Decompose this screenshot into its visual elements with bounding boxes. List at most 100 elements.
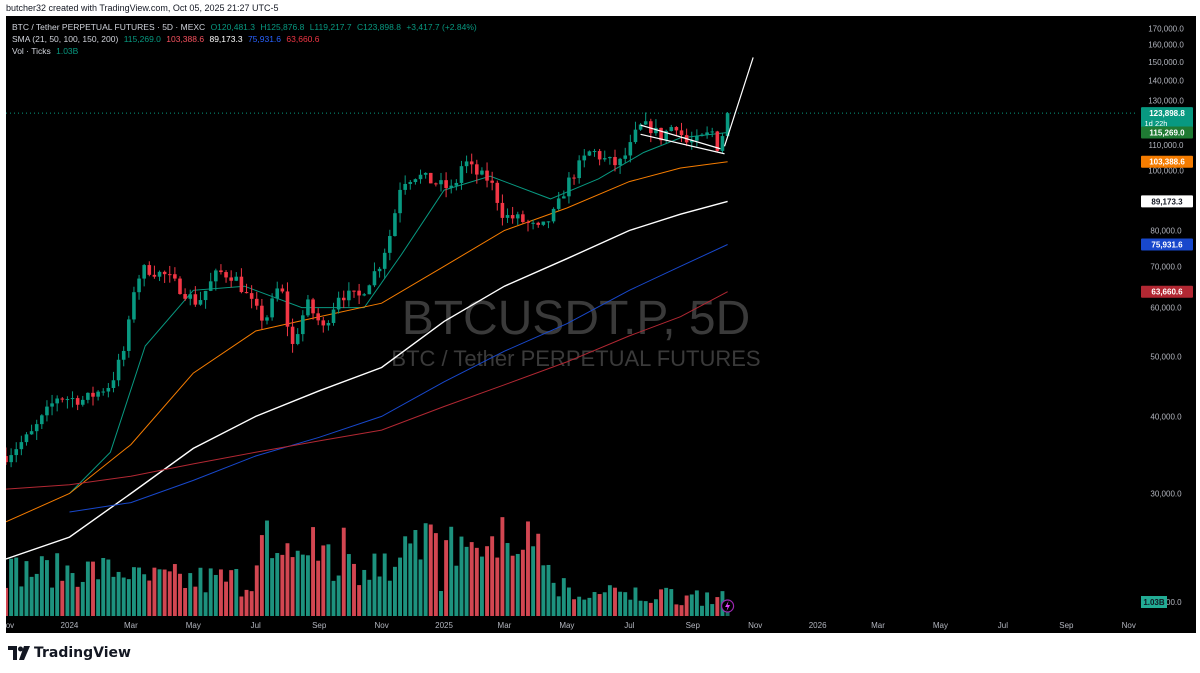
- candle-body[interactable]: [75, 398, 80, 405]
- candle-body[interactable]: [331, 309, 336, 323]
- candle-body[interactable]: [162, 271, 167, 275]
- candle-body[interactable]: [106, 387, 111, 392]
- candle-body[interactable]: [352, 290, 356, 292]
- candle-body[interactable]: [224, 272, 228, 278]
- candle-body[interactable]: [91, 392, 95, 397]
- candle-body[interactable]: [541, 221, 546, 225]
- candle-body[interactable]: [167, 274, 172, 276]
- candle-body[interactable]: [203, 290, 208, 301]
- candle-body[interactable]: [439, 180, 443, 185]
- legend-symbol[interactable]: BTC / Tether PERPETUAL FUTURES · 5D · ME…: [12, 22, 206, 32]
- candle-body[interactable]: [413, 179, 418, 183]
- candle-body[interactable]: [577, 160, 581, 179]
- projection-line[interactable]: [723, 57, 754, 147]
- candle-body[interactable]: [147, 265, 152, 275]
- candle-body[interactable]: [705, 132, 709, 135]
- candle-body[interactable]: [664, 131, 668, 141]
- candle-body[interactable]: [398, 189, 402, 214]
- candle-body[interactable]: [459, 166, 464, 183]
- candle-body[interactable]: [649, 121, 653, 134]
- candle-body[interactable]: [679, 130, 684, 136]
- candle-body[interactable]: [480, 170, 484, 175]
- bull-flag-top-line[interactable]: [640, 124, 721, 150]
- candle-body[interactable]: [96, 391, 100, 397]
- candle-body[interactable]: [275, 288, 280, 299]
- candle-body[interactable]: [444, 180, 448, 189]
- candle-body[interactable]: [475, 164, 479, 175]
- candle-body[interactable]: [229, 277, 233, 281]
- candle-body[interactable]: [306, 299, 310, 316]
- candle-body[interactable]: [214, 270, 218, 282]
- candle-body[interactable]: [270, 298, 274, 318]
- candle-body[interactable]: [715, 131, 720, 151]
- candle-body[interactable]: [101, 391, 106, 393]
- candle-body[interactable]: [485, 170, 489, 181]
- candle-body[interactable]: [86, 392, 90, 400]
- candlesticks[interactable]: [6, 111, 730, 468]
- candle-body[interactable]: [408, 182, 413, 184]
- candle-body[interactable]: [121, 350, 126, 360]
- candle-body[interactable]: [290, 326, 295, 344]
- lightning-icon[interactable]: [720, 599, 735, 613]
- candle-body[interactable]: [14, 449, 19, 456]
- candle-body[interactable]: [526, 221, 530, 223]
- candle-body[interactable]: [638, 124, 643, 130]
- candle-body[interactable]: [29, 431, 34, 435]
- candle-body[interactable]: [152, 274, 157, 277]
- candle-body[interactable]: [643, 121, 648, 125]
- candle-body[interactable]: [464, 161, 469, 167]
- candle-body[interactable]: [326, 322, 331, 326]
- candle-body[interactable]: [633, 129, 638, 143]
- candle-body[interactable]: [341, 297, 346, 301]
- candle-body[interactable]: [45, 406, 49, 416]
- candle-body[interactable]: [618, 158, 622, 166]
- candle-body[interactable]: [316, 313, 320, 321]
- candle-body[interactable]: [602, 158, 607, 160]
- candle-body[interactable]: [725, 113, 730, 137]
- price-chart[interactable]: BTCUSDT.P, 5D BTC / Tether PERPETUAL FUT…: [6, 16, 1196, 633]
- candle-body[interactable]: [70, 398, 75, 400]
- candle-body[interactable]: [689, 140, 694, 143]
- candle-body[interactable]: [301, 315, 305, 335]
- legend-sma-label[interactable]: SMA (21, 50, 100, 150, 200): [12, 34, 119, 44]
- candle-body[interactable]: [336, 297, 341, 310]
- candle-body[interactable]: [597, 151, 602, 160]
- candle-body[interactable]: [434, 183, 438, 185]
- candle-body[interactable]: [178, 278, 182, 295]
- candle-body[interactable]: [393, 213, 397, 237]
- candle-body[interactable]: [24, 434, 29, 443]
- candle-body[interactable]: [628, 142, 633, 156]
- candle-body[interactable]: [372, 271, 377, 286]
- candle-body[interactable]: [80, 399, 85, 405]
- candle-body[interactable]: [280, 288, 285, 292]
- candle-body[interactable]: [357, 290, 361, 296]
- candle-body[interactable]: [505, 215, 510, 218]
- candle-body[interactable]: [19, 442, 24, 450]
- candle-body[interactable]: [623, 155, 628, 159]
- tradingview-logo[interactable]: TradingView: [8, 645, 131, 661]
- candle-body[interactable]: [116, 359, 121, 381]
- candle-body[interactable]: [132, 292, 136, 320]
- candle-body[interactable]: [137, 278, 141, 293]
- candle-body[interactable]: [173, 274, 177, 279]
- candle-body[interactable]: [50, 403, 54, 407]
- candle-body[interactable]: [127, 319, 131, 351]
- candle-body[interactable]: [367, 285, 372, 295]
- candle-body[interactable]: [510, 215, 515, 219]
- candle-body[interactable]: [285, 291, 290, 327]
- candle-body[interactable]: [449, 185, 454, 189]
- candle-body[interactable]: [500, 202, 505, 218]
- candle-body[interactable]: [567, 177, 571, 197]
- candle-body[interactable]: [654, 127, 658, 134]
- candle-body[interactable]: [531, 222, 535, 224]
- candle-body[interactable]: [710, 131, 715, 133]
- candle-body[interactable]: [234, 276, 239, 281]
- candle-body[interactable]: [587, 151, 592, 156]
- candle-body[interactable]: [239, 276, 244, 293]
- candle-body[interactable]: [260, 305, 264, 321]
- candle-body[interactable]: [659, 127, 663, 141]
- candle-body[interactable]: [55, 398, 59, 404]
- legend-vol-label[interactable]: Vol · Ticks: [12, 46, 51, 56]
- candle-body[interactable]: [490, 180, 494, 183]
- candle-body[interactable]: [198, 300, 203, 305]
